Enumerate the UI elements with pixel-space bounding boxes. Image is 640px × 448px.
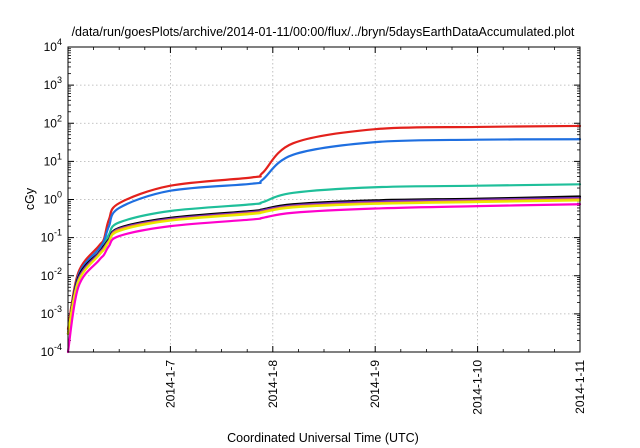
x-axis: 2014-1-7 2014-1-8 2014-1-9 2014-1-10 2014-1-… <box>93 47 587 415</box>
y-tick-label: 10-4 <box>41 342 62 359</box>
y-tick-label: 101 <box>44 151 62 168</box>
x-tick-label: 2014-1-8 <box>266 360 280 408</box>
y-tick-label: 10-2 <box>41 266 62 283</box>
y-tick-label: 10-3 <box>41 304 62 321</box>
series-line-8 <box>66 203 582 354</box>
y-axis-label: cGy <box>23 187 37 210</box>
x-tick-label: 2014-1-10 <box>471 360 485 415</box>
y-tick-label: 100 <box>44 190 62 207</box>
x-axis-label: Coordinated Universal Time (UTC) <box>227 431 419 445</box>
chart-title: /data/run/goesPlots/archive/2014-01-11/0… <box>72 25 575 39</box>
x-tick-label: 2014-1-11 <box>573 360 587 414</box>
series-line-1 <box>66 124 582 331</box>
series-line-7 <box>66 199 582 335</box>
series-group <box>66 124 582 354</box>
x-tick-label: 2014-1-7 <box>163 360 177 408</box>
y-tick-label: 103 <box>44 75 62 92</box>
series-line-2 <box>66 138 582 335</box>
plot-frame <box>67 46 581 353</box>
y-tick-label: 104 <box>44 37 62 54</box>
x-tick-label: 2014-1-9 <box>368 360 382 408</box>
y-tick-label: 10-1 <box>41 228 62 245</box>
y-tick-label: 102 <box>44 113 62 130</box>
